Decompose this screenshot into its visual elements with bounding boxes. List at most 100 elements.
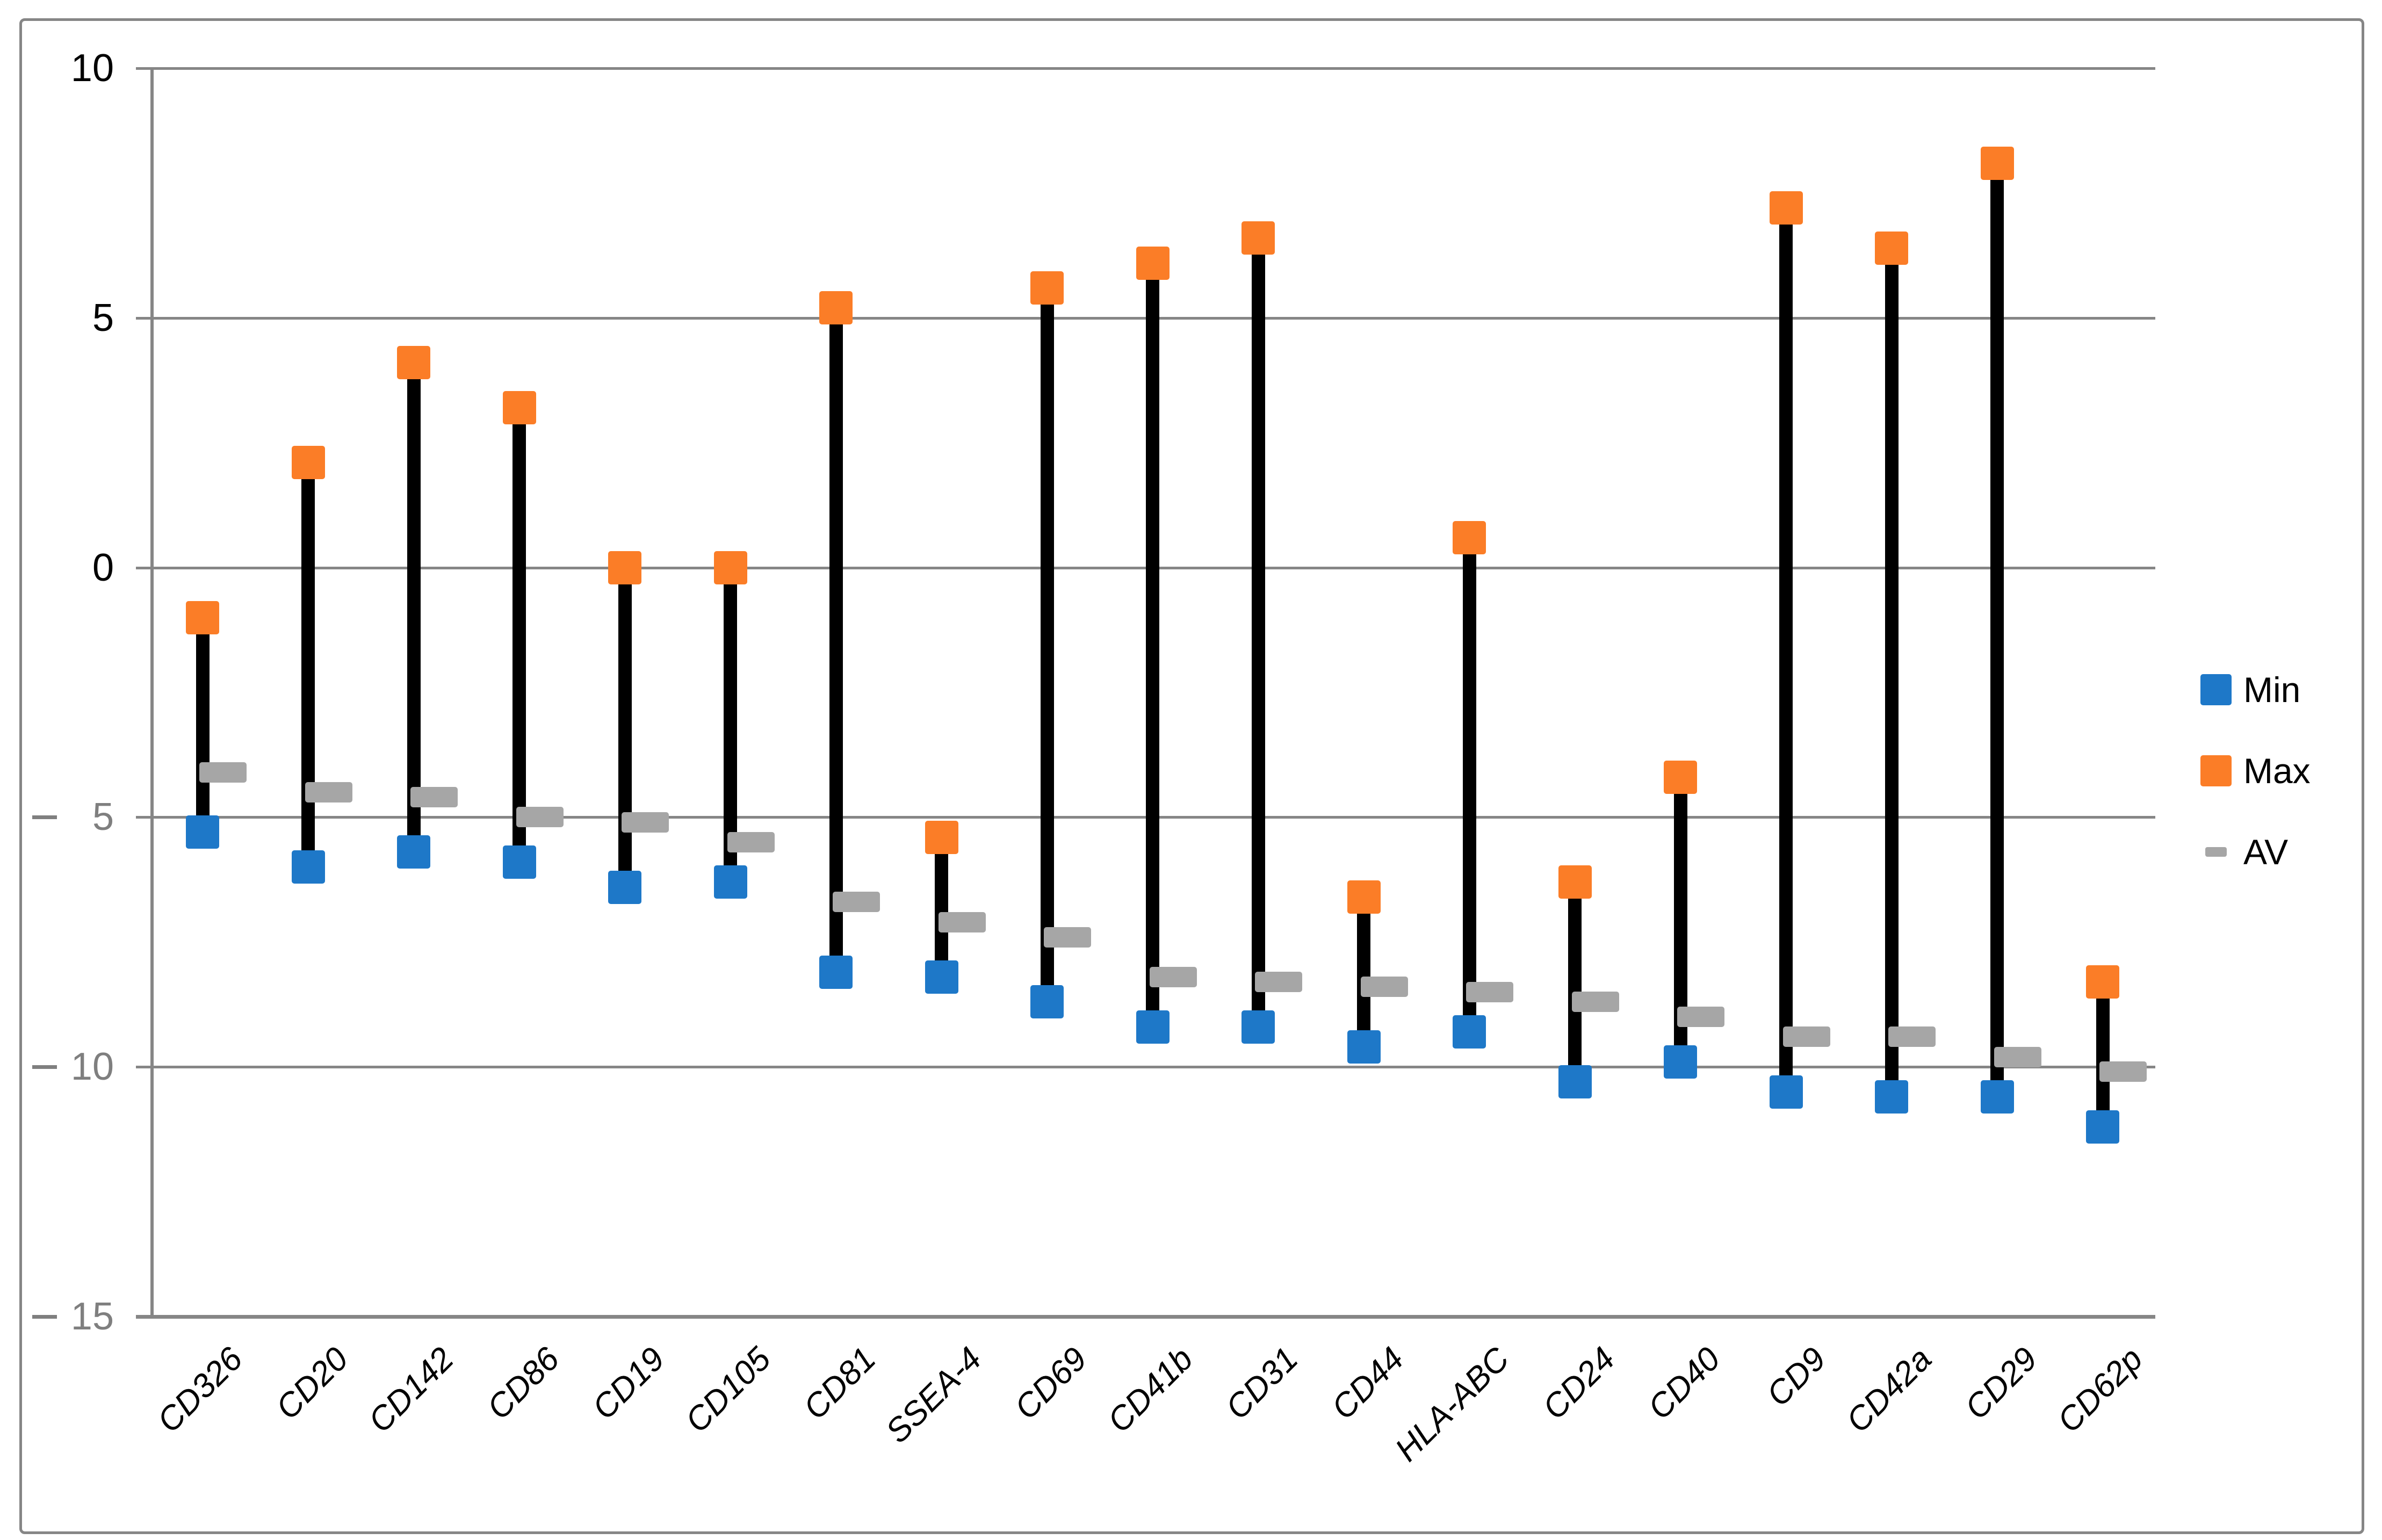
min-marker-CD62p	[2086, 1110, 2119, 1144]
legend-item-max: Max	[2200, 751, 2311, 791]
max-marker-CD42a	[1875, 231, 1908, 265]
y-tick-number: 10	[70, 47, 114, 90]
av-marker-CD29	[1994, 1046, 2041, 1067]
av-marker-CD69	[1044, 927, 1091, 948]
av-marker-CD31	[1255, 972, 1302, 993]
min-marker-CD41b	[1136, 1010, 1170, 1044]
y-tick-number: 15	[70, 1295, 114, 1338]
min-marker-CD69	[1030, 985, 1064, 1019]
legend-max-label: Max	[2243, 751, 2311, 791]
min-marker-SSEA-4	[925, 960, 958, 994]
max-marker-CD24	[1558, 865, 1592, 899]
range-stem-CD20	[301, 462, 315, 867]
range-stem-CD142	[407, 363, 421, 852]
y-tick-number: 10	[70, 1045, 114, 1089]
figure-border	[19, 18, 2364, 1534]
range-stem-CD44	[1357, 897, 1370, 1047]
av-marker-CD142	[410, 787, 458, 808]
min-marker-CD29	[1980, 1080, 2014, 1114]
range-stem-SSEA-4	[935, 837, 948, 977]
min-marker-CD142	[397, 835, 430, 869]
av-marker-CD20	[305, 782, 352, 802]
min-marker-CD105	[713, 865, 747, 899]
y-tick-label-5: 5	[32, 299, 114, 337]
max-marker-CD86	[502, 391, 536, 425]
min-marker-CD40	[1664, 1045, 1697, 1079]
y-tick-label--15: 15	[32, 1297, 114, 1336]
gridline-y-5	[136, 316, 2155, 320]
range-stem-CD9	[1779, 208, 1793, 1092]
max-marker-CD105	[713, 551, 747, 584]
minus-dash	[32, 1314, 57, 1319]
av-marker-CD42a	[1888, 1026, 1936, 1047]
range-stem-CD19	[618, 567, 632, 887]
legend-max-swatch	[2200, 755, 2232, 786]
av-marker-CD62p	[2099, 1061, 2147, 1082]
range-stem-CD42a	[1885, 248, 1899, 1097]
max-marker-CD142	[397, 346, 430, 380]
max-marker-CD44	[1347, 880, 1381, 914]
min-marker-CD42a	[1875, 1080, 1908, 1114]
legend-min-swatch	[2200, 674, 2232, 705]
max-marker-CD29	[1980, 146, 2014, 180]
legend-av-swatch	[2205, 847, 2227, 857]
range-stem-CD62p	[2096, 982, 2110, 1127]
max-marker-CD41b	[1136, 246, 1170, 280]
x-axis-line	[136, 1315, 2155, 1319]
legend-min-label: Min	[2243, 670, 2301, 710]
max-marker-SSEA-4	[925, 820, 958, 854]
range-stem-CD86	[513, 408, 526, 863]
min-marker-CD31	[1241, 1010, 1275, 1044]
max-marker-CD81	[819, 291, 853, 325]
gridline-y--10	[136, 1066, 2155, 1069]
y-axis-line	[150, 68, 154, 1318]
y-tick-label-0: 0	[32, 548, 114, 587]
max-marker-CD9	[1769, 191, 1803, 225]
y-tick-label--5: 5	[32, 798, 114, 836]
min-marker-CD9	[1769, 1075, 1803, 1109]
min-marker-CD326	[186, 815, 219, 849]
max-marker-HLA-ABC	[1453, 520, 1486, 554]
y-tick-label--10: 10	[32, 1047, 114, 1086]
y-tick-number: 5	[92, 296, 114, 339]
max-marker-CD69	[1030, 271, 1064, 305]
range-stem-CD81	[829, 308, 843, 972]
range-stem-HLA-ABC	[1462, 537, 1476, 1032]
max-marker-CD40	[1664, 761, 1697, 794]
range-stem-CD105	[724, 567, 737, 883]
av-marker-CD105	[727, 832, 775, 852]
max-marker-CD62p	[2086, 965, 2119, 999]
legend-item-av: AV	[2200, 832, 2289, 872]
av-marker-CD86	[516, 807, 564, 828]
av-marker-CD40	[1677, 1007, 1724, 1028]
legend-item-min: Min	[2200, 670, 2301, 710]
range-stem-CD31	[1251, 238, 1265, 1027]
max-marker-CD326	[186, 601, 219, 634]
legend-av-label: AV	[2243, 832, 2289, 872]
min-marker-CD20	[291, 850, 325, 884]
av-marker-CD326	[199, 762, 247, 783]
av-marker-CD24	[1571, 992, 1619, 1013]
gridline-y-0	[136, 566, 2155, 569]
max-marker-CD19	[608, 551, 641, 584]
min-marker-CD24	[1558, 1065, 1592, 1099]
max-marker-CD31	[1241, 221, 1275, 255]
gridline-y--5	[136, 816, 2155, 819]
min-marker-CD44	[1347, 1030, 1381, 1064]
av-marker-SSEA-4	[938, 912, 986, 932]
min-marker-CD81	[819, 955, 853, 989]
y-tick-label-10: 10	[32, 49, 114, 88]
min-marker-CD86	[502, 845, 536, 879]
range-stem-CD69	[1040, 288, 1054, 1002]
min-marker-HLA-ABC	[1453, 1015, 1486, 1049]
av-marker-CD41b	[1149, 966, 1197, 987]
range-stem-CD29	[1990, 163, 2004, 1097]
range-stem-CD41b	[1146, 263, 1159, 1027]
av-marker-CD44	[1360, 977, 1408, 997]
av-marker-CD9	[1782, 1026, 1830, 1047]
y-tick-number: 0	[92, 546, 114, 589]
range-stem-CD24	[1568, 882, 1582, 1082]
gridline-y-10	[136, 67, 2155, 70]
max-marker-CD20	[291, 446, 325, 480]
